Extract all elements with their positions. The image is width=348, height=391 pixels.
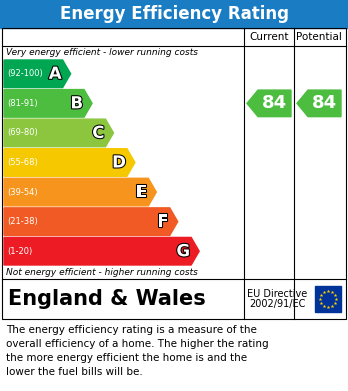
Text: Not energy efficient - higher running costs: Not energy efficient - higher running co… xyxy=(6,268,198,277)
Text: A: A xyxy=(49,65,62,83)
Text: C: C xyxy=(92,124,104,142)
Polygon shape xyxy=(4,208,178,235)
Polygon shape xyxy=(297,90,341,117)
Text: The energy efficiency rating is a measure of the
overall efficiency of a home. T: The energy efficiency rating is a measur… xyxy=(6,325,269,377)
Text: Current: Current xyxy=(249,32,289,42)
Polygon shape xyxy=(4,60,71,88)
Text: 84: 84 xyxy=(262,94,287,112)
Bar xyxy=(2,28,346,319)
Text: (21-38): (21-38) xyxy=(7,217,38,226)
Text: (92-100): (92-100) xyxy=(7,69,43,78)
Polygon shape xyxy=(4,119,113,147)
Text: 84: 84 xyxy=(312,94,337,112)
Text: B: B xyxy=(70,94,83,112)
Polygon shape xyxy=(4,178,156,206)
Text: F: F xyxy=(157,213,169,231)
Text: (69-80): (69-80) xyxy=(7,128,38,137)
Polygon shape xyxy=(4,237,199,265)
Text: Energy Efficiency Rating: Energy Efficiency Rating xyxy=(60,5,288,23)
Text: E: E xyxy=(136,183,147,201)
Text: (81-91): (81-91) xyxy=(7,99,38,108)
Text: (1-20): (1-20) xyxy=(7,247,32,256)
Polygon shape xyxy=(4,90,92,117)
Text: (55-68): (55-68) xyxy=(7,158,38,167)
Text: 2002/91/EC: 2002/91/EC xyxy=(249,299,305,309)
Text: (39-54): (39-54) xyxy=(7,188,38,197)
Text: EU Directive: EU Directive xyxy=(247,289,307,299)
Text: England & Wales: England & Wales xyxy=(8,289,206,309)
Text: Very energy efficient - lower running costs: Very energy efficient - lower running co… xyxy=(6,48,198,57)
Polygon shape xyxy=(4,149,135,176)
Text: D: D xyxy=(112,154,126,172)
Polygon shape xyxy=(247,90,291,117)
Bar xyxy=(315,286,341,312)
Text: G: G xyxy=(176,242,190,260)
Text: Potential: Potential xyxy=(296,32,342,42)
Bar xyxy=(0,0,348,28)
